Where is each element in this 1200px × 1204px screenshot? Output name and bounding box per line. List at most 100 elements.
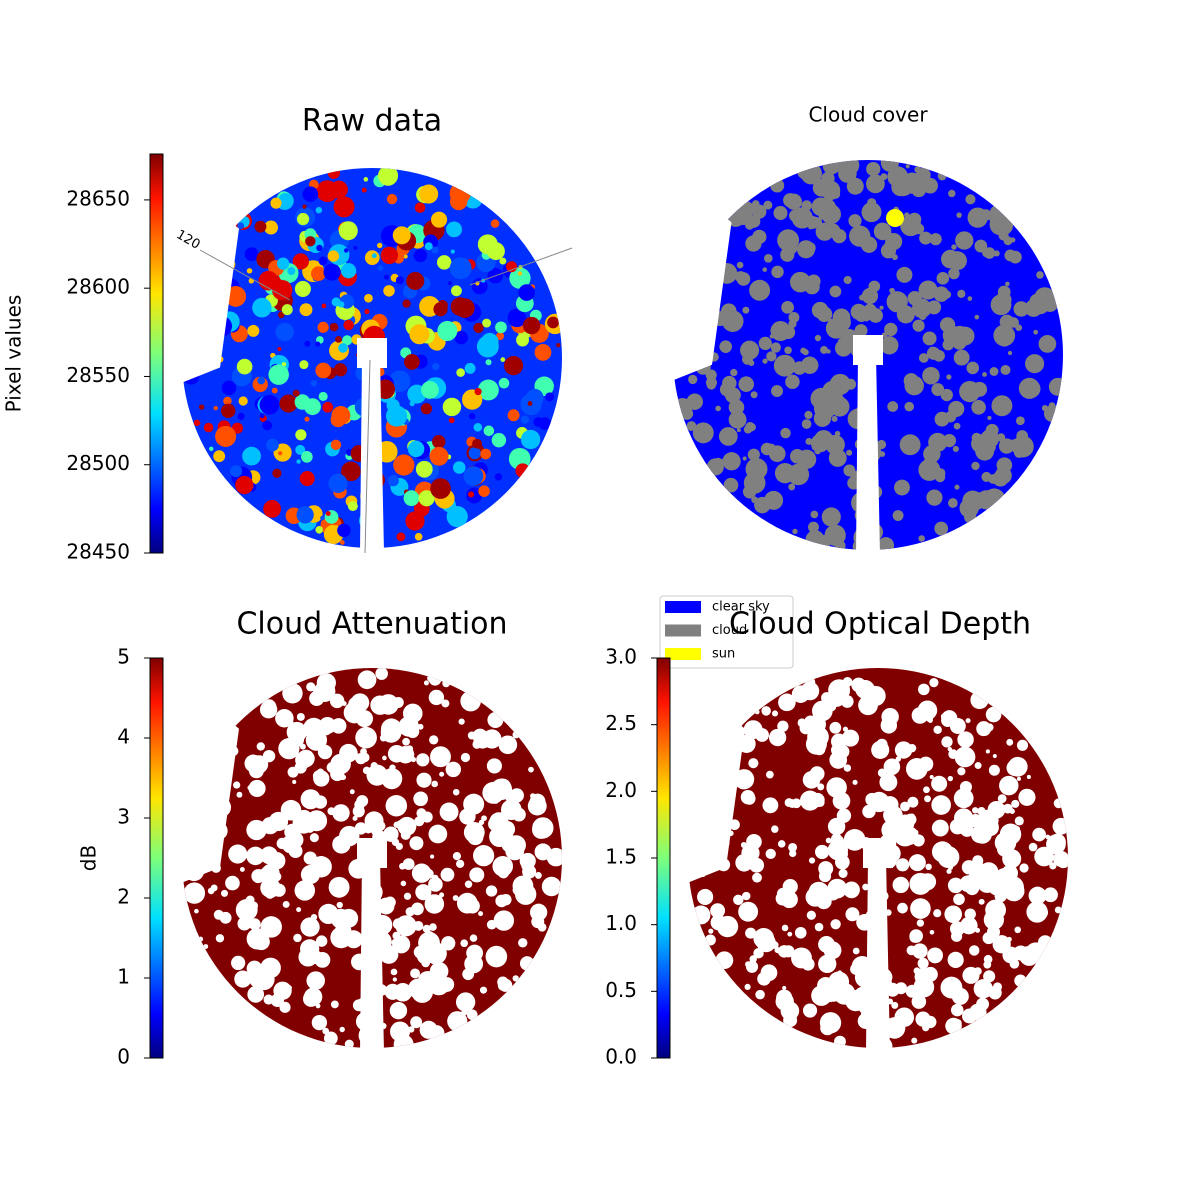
texture-blob bbox=[246, 928, 268, 950]
texture-blob bbox=[315, 1003, 321, 1009]
texture-blob bbox=[1026, 774, 1031, 780]
texture-blob bbox=[982, 931, 995, 945]
texture-blob bbox=[998, 438, 1015, 454]
texture-blob bbox=[838, 160, 860, 176]
texture-blob bbox=[1006, 936, 1012, 942]
texture-blob bbox=[387, 475, 399, 487]
texture-blob bbox=[545, 392, 555, 402]
texture-blob bbox=[302, 204, 307, 209]
texture-blob bbox=[225, 875, 240, 891]
texture-blob bbox=[246, 846, 265, 866]
texture-blob bbox=[925, 863, 932, 871]
texture-blob bbox=[892, 510, 904, 521]
texture-blob bbox=[1048, 377, 1063, 396]
texture-blob bbox=[992, 753, 997, 759]
texture-blob bbox=[316, 858, 323, 865]
texture-blob bbox=[1009, 808, 1015, 814]
texture-blob bbox=[811, 985, 832, 1006]
texture-blob bbox=[899, 434, 921, 456]
texture-blob bbox=[420, 403, 433, 415]
texture-blob bbox=[942, 339, 954, 351]
colorbar-tick-label: 2 bbox=[117, 885, 130, 909]
texture-blob bbox=[1008, 250, 1022, 264]
texture-blob bbox=[846, 449, 853, 456]
texture-blob bbox=[366, 764, 388, 786]
texture-blob bbox=[520, 429, 541, 450]
texture-blob bbox=[411, 863, 432, 883]
texture-blob bbox=[762, 267, 767, 272]
colorbar-tick-label: 28500 bbox=[66, 451, 130, 475]
texture-blob bbox=[452, 852, 462, 861]
texture-blob bbox=[814, 447, 821, 455]
texture-blob bbox=[931, 819, 949, 837]
texture-blob bbox=[1015, 416, 1025, 426]
colorbar-tick-label: 3 bbox=[117, 805, 130, 829]
texture-blob bbox=[758, 336, 772, 351]
texture-blob bbox=[810, 387, 833, 410]
texture-blob bbox=[922, 366, 940, 385]
texture-blob bbox=[880, 336, 899, 355]
texture-blob bbox=[770, 342, 781, 353]
texture-blob bbox=[971, 461, 980, 471]
texture-blob bbox=[392, 935, 411, 954]
texture-blob bbox=[941, 249, 960, 269]
texture-blob bbox=[487, 712, 504, 729]
panel-title: Cloud cover bbox=[808, 103, 928, 127]
texture-blob bbox=[830, 692, 845, 707]
texture-blob bbox=[791, 947, 812, 969]
texture-blob bbox=[733, 894, 744, 906]
texture-blob bbox=[1007, 878, 1018, 889]
texture-blob bbox=[814, 334, 822, 342]
texture-blob bbox=[235, 898, 258, 921]
texture-blob bbox=[534, 871, 542, 879]
texture-blob bbox=[1053, 850, 1068, 867]
texture-blob bbox=[852, 779, 858, 785]
texture-blob bbox=[456, 859, 465, 868]
texture-blob bbox=[392, 931, 401, 940]
texture-blob bbox=[503, 355, 524, 376]
texture-blob bbox=[1036, 293, 1042, 299]
texture-blob bbox=[476, 335, 499, 358]
texture-blob bbox=[1018, 788, 1036, 806]
texture-blob bbox=[997, 794, 1007, 803]
texture-blob bbox=[973, 967, 982, 976]
texture-blob bbox=[301, 451, 313, 463]
texture-blob bbox=[911, 994, 927, 1009]
texture-blob bbox=[813, 409, 832, 427]
texture-blob bbox=[775, 992, 794, 1011]
texture-blob bbox=[418, 490, 435, 507]
texture-blob bbox=[466, 1009, 478, 1021]
texture-blob bbox=[384, 983, 401, 1000]
texture-blob bbox=[881, 819, 902, 841]
texture-blob bbox=[339, 540, 345, 545]
texture-blob bbox=[359, 752, 370, 763]
texture-blob bbox=[414, 532, 423, 541]
texture-blob bbox=[377, 897, 395, 915]
texture-blob bbox=[903, 373, 919, 389]
texture-blob bbox=[468, 491, 475, 498]
texture-blob bbox=[913, 967, 921, 975]
texture-blob bbox=[424, 242, 433, 251]
colorbar-tick-label: 1 bbox=[117, 965, 130, 989]
texture-blob bbox=[239, 867, 245, 872]
texture-blob bbox=[287, 766, 299, 778]
texture-blob bbox=[1028, 886, 1047, 905]
texture-blob bbox=[912, 834, 925, 847]
texture-blob bbox=[296, 506, 314, 524]
texture-blob bbox=[1010, 237, 1016, 243]
texture-blob bbox=[933, 725, 942, 735]
texture-blob bbox=[456, 892, 478, 914]
texture-blob bbox=[819, 1012, 842, 1034]
texture-blob bbox=[518, 284, 535, 301]
texture-blob bbox=[908, 813, 916, 821]
texture-blob bbox=[848, 214, 862, 228]
legend-label: cloud bbox=[712, 623, 747, 638]
texture-blob bbox=[275, 885, 280, 890]
texture-blob bbox=[876, 439, 887, 450]
texture-blob bbox=[918, 683, 930, 696]
texture-blob bbox=[761, 706, 771, 716]
texture-blob bbox=[941, 736, 953, 748]
texture-blob bbox=[810, 510, 819, 519]
texture-blob bbox=[1014, 974, 1027, 987]
texture-blob bbox=[332, 804, 350, 822]
